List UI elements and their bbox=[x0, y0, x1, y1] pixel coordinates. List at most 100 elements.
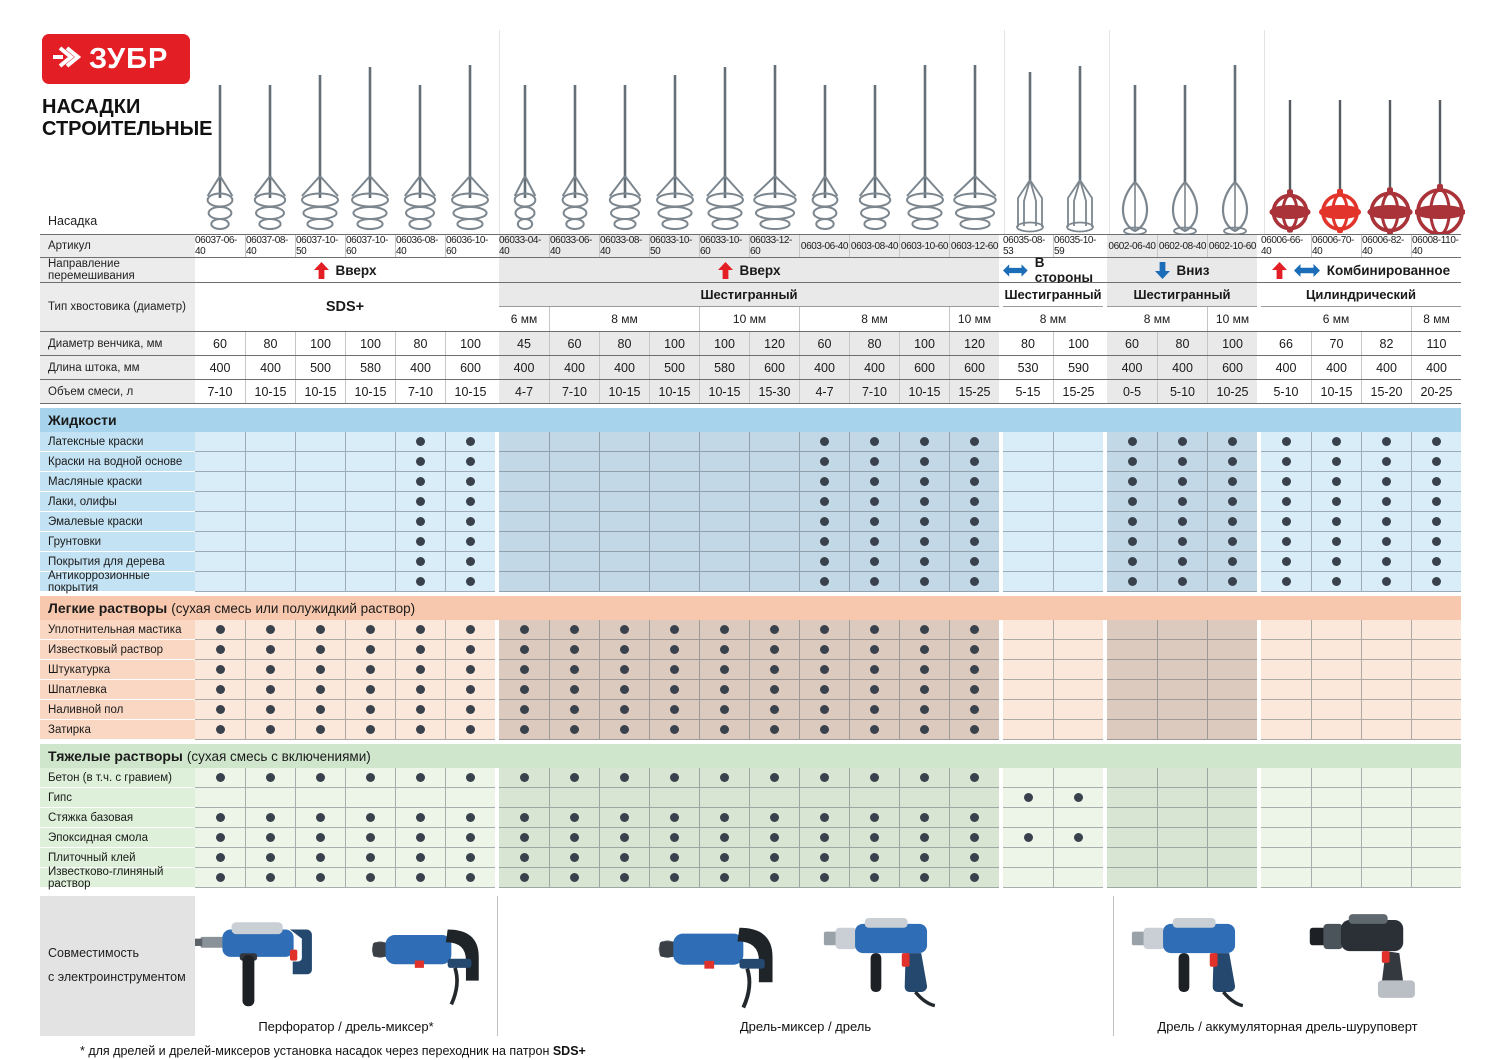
dot-cell bbox=[295, 432, 345, 452]
dot-cell bbox=[649, 660, 699, 680]
dot bbox=[1281, 477, 1291, 486]
mixer-image bbox=[700, 30, 750, 234]
dot-cell bbox=[1157, 700, 1207, 720]
dot bbox=[970, 477, 979, 486]
dot bbox=[316, 873, 325, 882]
mixer-images bbox=[195, 30, 1466, 238]
dot-cell bbox=[1003, 808, 1053, 828]
shank-size-cell: 8 мм bbox=[549, 307, 699, 331]
group: 45 60 80 100 100 120 60 80 100 120 bbox=[499, 332, 999, 355]
dot-cell bbox=[649, 868, 699, 888]
group: Вверх bbox=[499, 258, 999, 282]
section-row: Масляные краски bbox=[40, 472, 1461, 492]
page-title: НАСАДКИ СТРОИТЕЛЬНЫЕ bbox=[42, 96, 213, 140]
dot-cell bbox=[1311, 720, 1361, 740]
dot bbox=[620, 685, 629, 694]
dot-cell bbox=[1003, 700, 1053, 720]
dot-cell bbox=[1261, 808, 1311, 828]
dot-cell bbox=[899, 768, 949, 788]
dot bbox=[1332, 537, 1341, 546]
mixer-image bbox=[800, 30, 850, 234]
group bbox=[499, 572, 999, 592]
dot bbox=[266, 833, 275, 842]
dot-cell bbox=[345, 700, 395, 720]
dot-cell bbox=[749, 492, 799, 512]
direction-cell: Вверх bbox=[499, 258, 999, 282]
dot-cell bbox=[1053, 720, 1103, 740]
dot bbox=[416, 537, 425, 546]
dot bbox=[466, 665, 475, 674]
dot-cell bbox=[1157, 848, 1207, 868]
dot bbox=[770, 853, 779, 862]
dot-cell bbox=[749, 512, 799, 532]
volume-cell: 10-15 bbox=[699, 380, 749, 403]
dot bbox=[770, 833, 779, 842]
shank-row: Тип хвостовика (диаметр) SDS+ Шестигранны… bbox=[40, 282, 1461, 331]
volume-cell: 15-25 bbox=[1053, 380, 1103, 403]
dot-cell bbox=[599, 768, 649, 788]
dot-cell bbox=[1207, 700, 1257, 720]
dot bbox=[620, 705, 629, 714]
dot bbox=[366, 685, 375, 694]
dot-cell bbox=[345, 680, 395, 700]
dot-cell bbox=[799, 788, 849, 808]
dot-cell bbox=[499, 432, 549, 452]
dot bbox=[1432, 457, 1441, 466]
dot bbox=[466, 813, 475, 822]
dot bbox=[466, 873, 475, 882]
group bbox=[195, 512, 495, 532]
dot-cell bbox=[949, 848, 999, 868]
dot bbox=[316, 853, 325, 862]
dot-cell bbox=[849, 472, 899, 492]
dot bbox=[670, 725, 679, 734]
dot-cell bbox=[295, 868, 345, 888]
dot-cell bbox=[1411, 512, 1461, 532]
dot-cell bbox=[1053, 620, 1103, 640]
diameter-cell: 80 bbox=[395, 332, 445, 355]
length-cell: 500 bbox=[649, 356, 699, 379]
mixer-image bbox=[900, 30, 950, 234]
dot-cell bbox=[849, 868, 899, 888]
group bbox=[1261, 720, 1461, 740]
dot-cell bbox=[949, 680, 999, 700]
dot-cell bbox=[749, 472, 799, 492]
article-cell: 06033-06-40 bbox=[549, 235, 599, 257]
shank-size-cell: 6 мм bbox=[510, 312, 538, 326]
dot bbox=[266, 625, 275, 634]
section-row-label: Бетон (в т.ч. с гравием) bbox=[40, 768, 195, 788]
section-row: Уплотнительная мастика bbox=[40, 620, 1461, 640]
dot-cell bbox=[1261, 432, 1311, 452]
dot bbox=[1178, 457, 1187, 466]
dot-cell bbox=[749, 532, 799, 552]
dot bbox=[416, 577, 425, 586]
dot-cell bbox=[1361, 700, 1411, 720]
dot-cell bbox=[1207, 868, 1257, 888]
dot-cell bbox=[849, 680, 899, 700]
dot bbox=[1432, 497, 1441, 506]
dot-cell bbox=[195, 472, 245, 492]
image-group bbox=[499, 30, 1000, 234]
dot bbox=[316, 813, 325, 822]
dot bbox=[1127, 557, 1137, 566]
dot bbox=[316, 665, 325, 674]
group bbox=[1107, 640, 1257, 660]
dot-cell bbox=[849, 620, 899, 640]
dot bbox=[1382, 477, 1391, 486]
dot bbox=[1178, 497, 1187, 506]
dot-cell bbox=[599, 552, 649, 572]
dot-cell bbox=[699, 452, 749, 472]
dot-cell bbox=[345, 620, 395, 640]
dot-cell bbox=[649, 848, 699, 868]
group bbox=[195, 472, 495, 492]
dot bbox=[416, 873, 425, 882]
section-row: Лаки, олифы bbox=[40, 492, 1461, 512]
dot-cell bbox=[499, 788, 549, 808]
section: Жидкости Латексные краски Краски на водной… bbox=[40, 408, 1461, 594]
dot-cell bbox=[1411, 808, 1461, 828]
article-cell: 06033-10-50 bbox=[649, 235, 699, 257]
dot bbox=[1332, 457, 1341, 466]
dot-cell bbox=[649, 828, 699, 848]
dot-cell bbox=[949, 492, 999, 512]
dot-cell bbox=[245, 848, 295, 868]
dot-cell bbox=[295, 700, 345, 720]
